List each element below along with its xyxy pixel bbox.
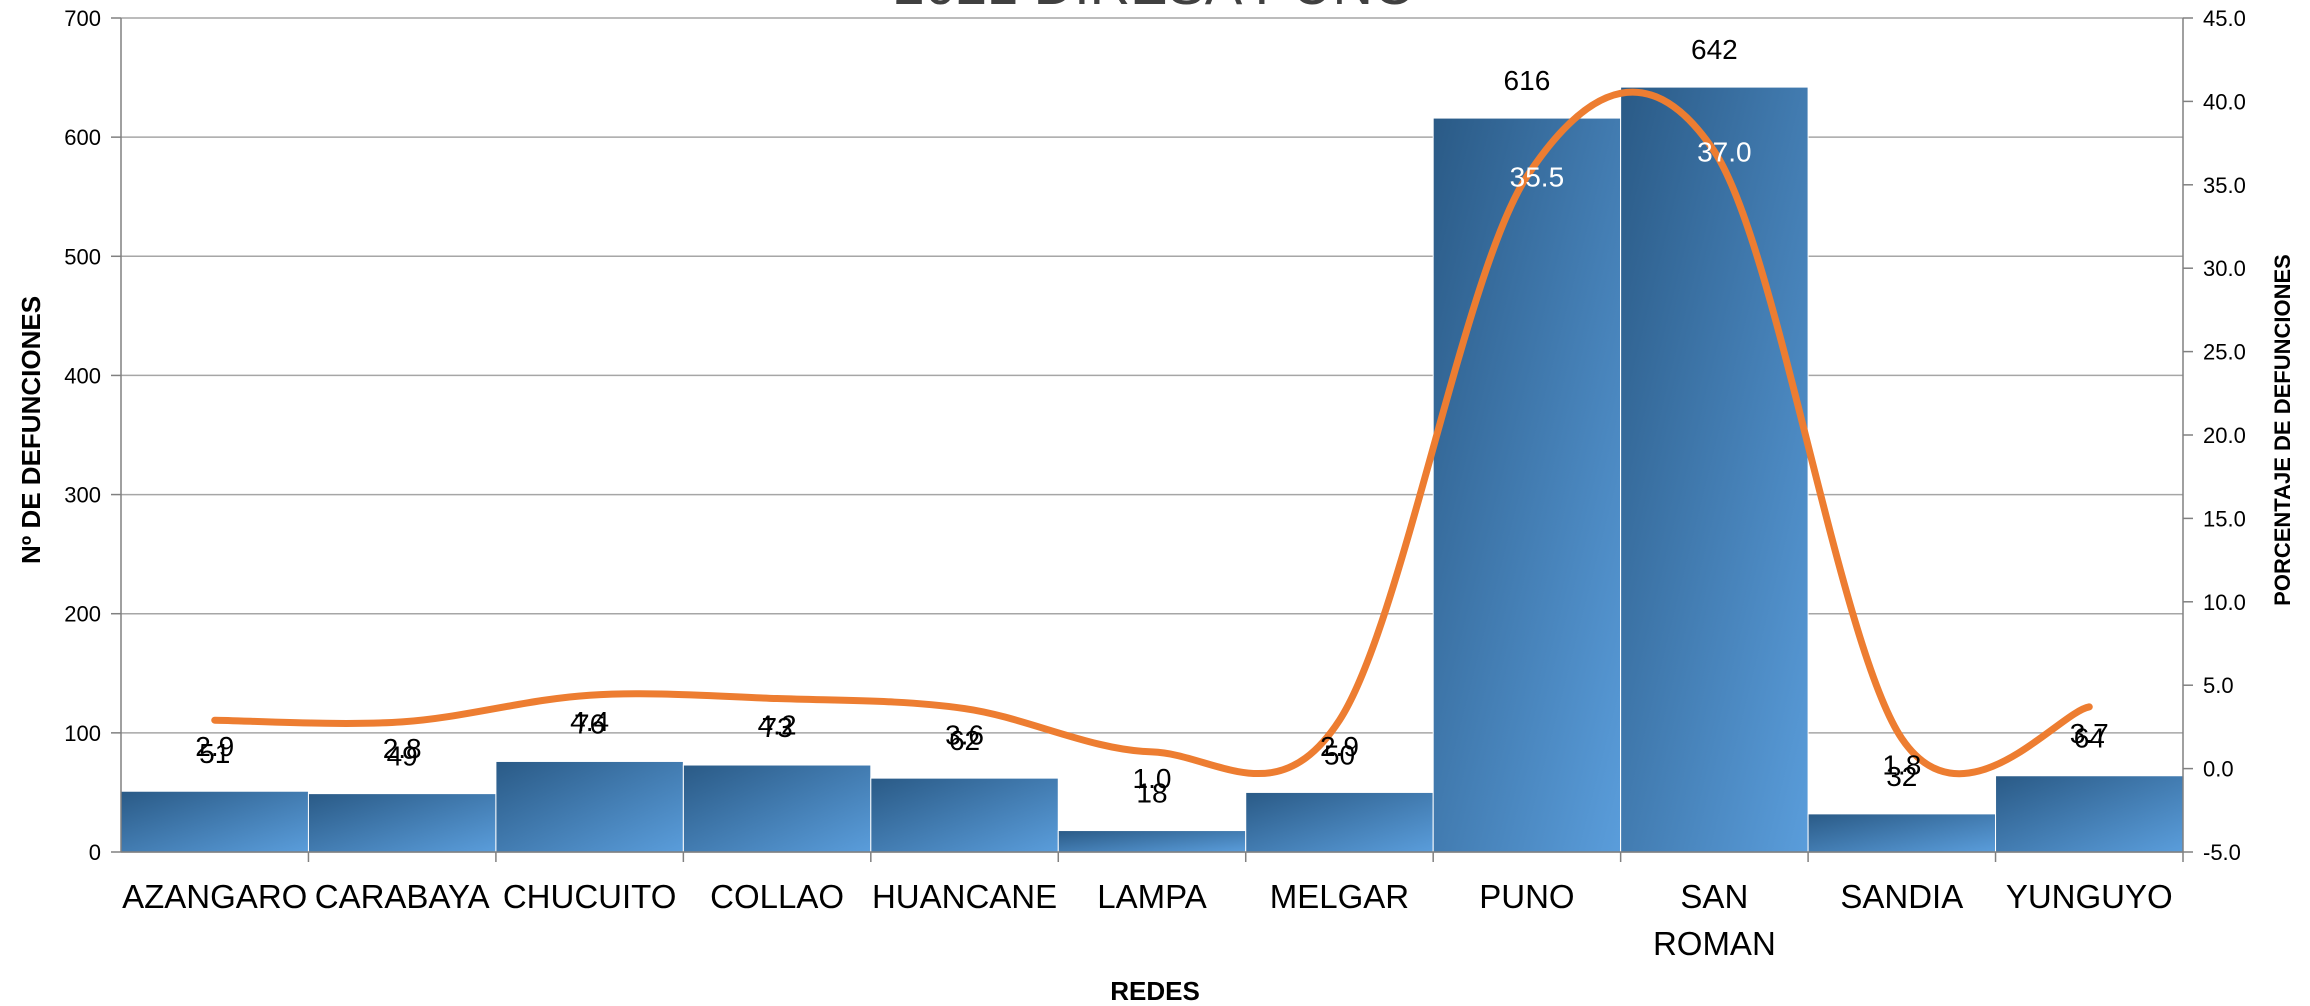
- percentage-value-label: 35.5: [1510, 161, 1565, 192]
- bar: [1807, 813, 1997, 853]
- percentage-line: [211, 88, 2093, 778]
- percentage-value-label: 2.9: [1320, 731, 1359, 762]
- y2-axis-title: PORCENTAJE DE DEFUNCIONES: [2270, 254, 2295, 606]
- y-tick-label: 600: [64, 125, 101, 150]
- y2-tick-label: -5.0: [2203, 840, 2241, 865]
- percentage-value-label: 1.8: [1882, 750, 1921, 781]
- y-tick-label: 200: [64, 602, 101, 627]
- percentage-line-path: [211, 88, 2093, 778]
- bar: [495, 760, 684, 853]
- y2-tick-label: 5.0: [2203, 673, 2234, 698]
- y2-tick-label: 20.0: [2203, 423, 2246, 448]
- y2-tick-label: 30.0: [2203, 256, 2246, 281]
- bar: [1432, 117, 1622, 853]
- bar: [1057, 830, 1247, 853]
- bar-value-label: 32: [1886, 761, 1917, 792]
- percentage-value-label: 2.9: [195, 731, 234, 762]
- y2-tick-label: 45.0: [2203, 6, 2246, 31]
- bar-value-label: 49: [387, 741, 418, 772]
- y-tick-label: 500: [64, 244, 101, 269]
- x-category-label: CHUCUITO: [503, 878, 677, 915]
- bar-value-label: 616: [1504, 65, 1551, 96]
- x-category-label: SAN: [1680, 878, 1748, 915]
- bar-value-label: 50: [1324, 739, 1355, 770]
- y2-tick-label: 35.0: [2203, 173, 2246, 198]
- percentage-value-label: 3.7: [2070, 718, 2109, 749]
- x-category-label: PUNO: [1479, 878, 1574, 915]
- y2-tick-label: 40.0: [2203, 89, 2246, 114]
- x-category-label: ROMAN: [1653, 925, 1776, 962]
- bar: [1995, 775, 2184, 853]
- percentage-value-label: 1.0: [1133, 763, 1172, 794]
- y2-tick-label: 0.0: [2203, 757, 2234, 782]
- x-category-label: CARABAYA: [315, 878, 490, 915]
- bars: [120, 86, 2184, 853]
- y2-tick-label: 15.0: [2203, 506, 2246, 531]
- x-category-label: SANDIA: [1840, 878, 1963, 915]
- percentage-value-label: 4.4: [570, 706, 609, 737]
- bar-value-label: 73: [762, 712, 793, 743]
- y2-tick-label: 10.0: [2203, 590, 2246, 615]
- percentage-value-label: 4.2: [758, 710, 797, 741]
- y-tick-label: 100: [64, 721, 101, 746]
- axes: [111, 17, 2193, 862]
- bar: [682, 764, 872, 853]
- bar: [307, 793, 497, 853]
- bar: [120, 790, 309, 853]
- y-tick-label: 400: [64, 363, 101, 388]
- x-category-label: YUNGUYO: [2006, 878, 2173, 915]
- bar-value-label: 76: [574, 708, 605, 739]
- tick-labels: 0 100 200 300 400 500 600 700 -5.0 0.0 5.0 10.0 15.0…: [64, 6, 2246, 962]
- percentage-value-label: 2.8: [383, 733, 422, 764]
- bar-value-label: 62: [949, 725, 980, 756]
- percentage-value-label: 3.6: [945, 720, 984, 751]
- x-axis-title: REDES: [1110, 976, 1200, 1006]
- bar-value-label: 642: [1691, 34, 1738, 65]
- y-tick-label: 700: [64, 6, 101, 31]
- bar: [1620, 86, 1809, 853]
- chart-title: 2021 DIRESA PUNO: [894, 0, 1417, 16]
- bar-value-label: 64: [2074, 723, 2105, 754]
- y-tick-label: 300: [64, 483, 101, 508]
- y2-tick-label: 25.0: [2203, 340, 2246, 365]
- x-category-label: MELGAR: [1270, 878, 1409, 915]
- y-tick-label: 0: [89, 840, 101, 865]
- y-axis-title: Nº DE DEFUNCIONES: [16, 296, 46, 564]
- x-category-label: AZANGARO: [122, 878, 307, 915]
- x-category-label: LAMPA: [1097, 878, 1206, 915]
- data-labels: 51 49 76 73 62 18 50 616 642 32 64 2.9 2.8 4.4 4.2 3.6 1…: [195, 34, 2108, 808]
- percentage-value-label: 37.0: [1697, 136, 1752, 167]
- bar-value-label: 18: [1136, 778, 1167, 809]
- gridlines: [121, 17, 2183, 853]
- bar-value-label: 51: [199, 738, 230, 769]
- x-category-label: COLLAO: [710, 878, 844, 915]
- bar: [870, 777, 1059, 853]
- x-category-label: HUANCANE: [872, 878, 1057, 915]
- bar: [1245, 791, 1434, 853]
